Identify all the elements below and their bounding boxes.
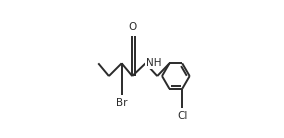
Text: NH: NH — [146, 58, 162, 68]
Text: O: O — [128, 22, 136, 33]
Text: Cl: Cl — [177, 111, 187, 121]
Text: Br: Br — [116, 98, 128, 108]
